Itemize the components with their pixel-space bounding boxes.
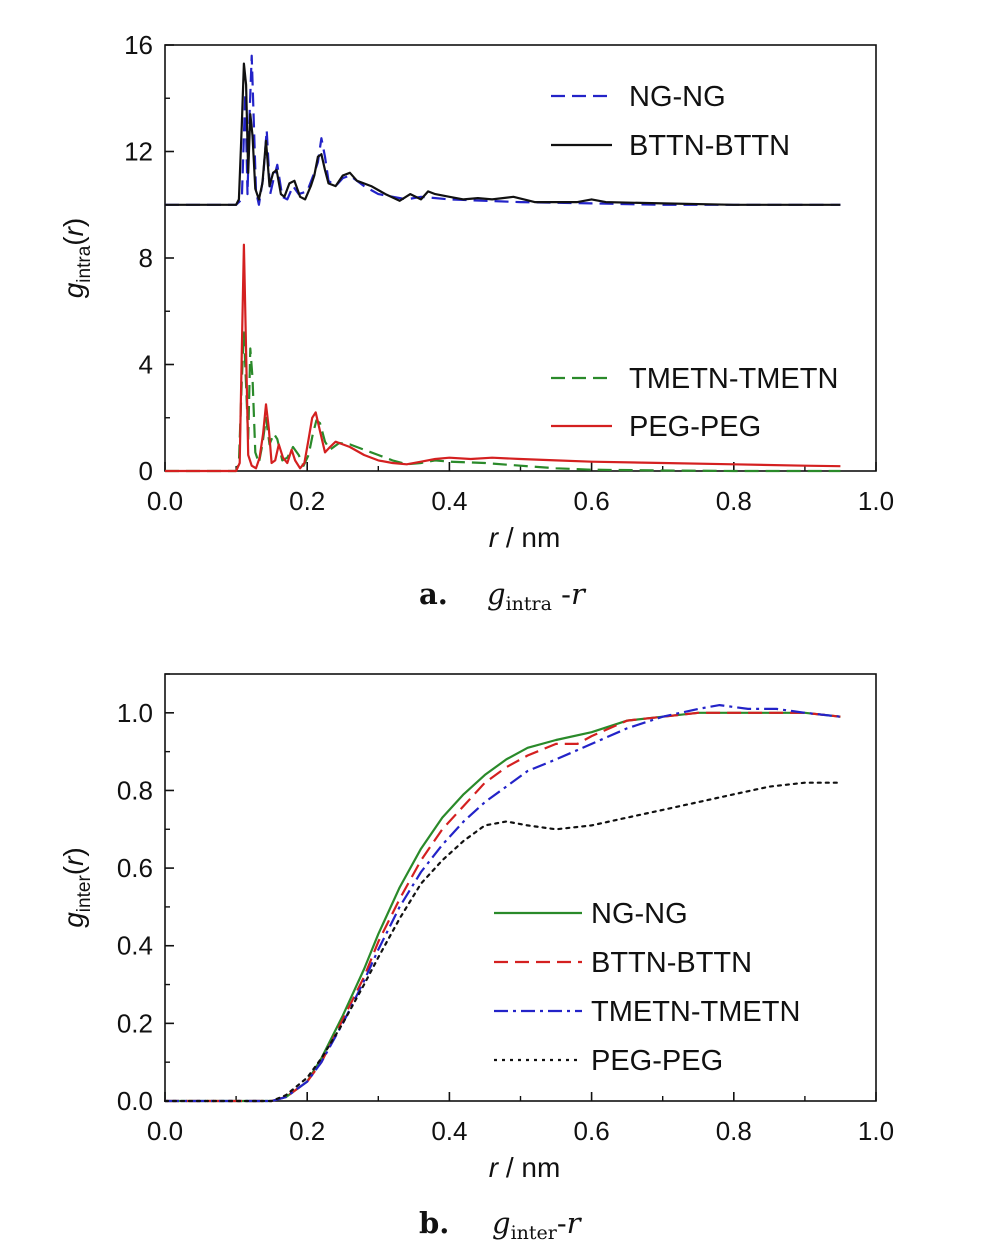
panel-a-caption-title: gintra -r [487,577,587,615]
panel-a-x-tick-label: 0.4 [431,486,467,516]
panel-a-legend-label-tmetn-tmetn: TMETN-TMETN [629,363,838,395]
panel-b-legend-label-peg-peg: PEG-PEG [591,1045,723,1077]
panel-a-y-tick-label: 8 [139,243,153,273]
panel-a-y-tick-label: 0 [139,456,153,486]
panel-b-legend-label-ng-ng: NG-NG [591,898,688,930]
panel-a-series-line-peg-peg [165,243,841,473]
panel-b-caption-title: ginter-r [492,1206,583,1244]
panel-a-series-line-bttn-bttn [165,62,841,206]
panel-b-x-tick-label: 0.2 [289,1116,325,1146]
panel-a-x-tick-label: 0.8 [716,486,752,516]
panel-a-x-axis-label: r / nm [489,522,561,553]
panel-a-y-axis-label: gintra(r) [58,218,95,299]
panel-b-series-line-tmetn-tmetn [165,704,841,1103]
panel-b-y-axis-label: ginter(r) [58,847,95,928]
panel-b-series-line-ng-ng [165,711,841,1103]
panel-b-series-line-peg-peg [163,781,842,1103]
panel-a-caption-letter: a. [419,577,448,611]
panel-a-legend-label-bttn-bttn: BTTN-BTTN [629,130,790,162]
panel-b-caption-letter: b. [419,1206,449,1240]
panel-b-x-tick-label: 0.4 [431,1116,467,1146]
panel-b-x-tick-label: 0.8 [716,1116,752,1146]
panel-b-y-tick-label: 0.8 [117,775,153,805]
panel-a-x-tick-label: 0.6 [574,486,610,516]
panel-a-legend-label-peg-peg: PEG-PEG [629,411,761,443]
panel-b-y-tick-label: 0.2 [117,1008,153,1038]
panel-a-y-tick-label: 12 [124,137,153,167]
panel-a-x-tick-label: 0.0 [147,486,183,516]
panel-a-y-tick-label: 16 [124,30,153,60]
panel-b-y-tick-label: 0.6 [117,853,153,883]
panel-b-x-tick-label: 1.0 [858,1116,894,1146]
panel-b-legend-label-tmetn-tmetn: TMETN-TMETN [591,996,800,1028]
panel-b-x-axis-label: r / nm [489,1152,561,1183]
panel-b-x-tick-label: 0.0 [147,1116,183,1146]
panel-b-series-line-bttn-bttn [165,711,841,1103]
panel-b-y-tick-label: 1.0 [117,698,153,728]
panel-b-plot-frame [164,673,877,1102]
panel-b-legend-label-bttn-bttn: BTTN-BTTN [591,947,752,979]
panel-b-x-tick-label: 0.6 [574,1116,610,1146]
panel-b-chart: 0.0 0.2 0.4 0.6 0.8 1.0 0.0 0.2 0.4 0.6 0.8 1.0 r / … [58,673,894,1244]
panel-a-x-tick-label: 1.0 [858,486,894,516]
panel-b-y-tick-label: 0.4 [117,931,153,961]
panel-b-y-tick-label: 0.0 [117,1086,153,1116]
panel-a-x-tick-label: 0.2 [289,486,325,516]
panel-a-plot-frame [164,44,877,472]
panel-a-legend-label-ng-ng: NG-NG [629,81,726,113]
panel-a-y-tick-label: 4 [139,350,153,380]
panel-a-chart: 0.0 0.2 0.4 0.6 0.8 1.0 0 4 8 12 16 r / nm gintra(r)… [58,30,894,615]
panel-a-series-line-tmetn-tmetn [165,331,841,473]
